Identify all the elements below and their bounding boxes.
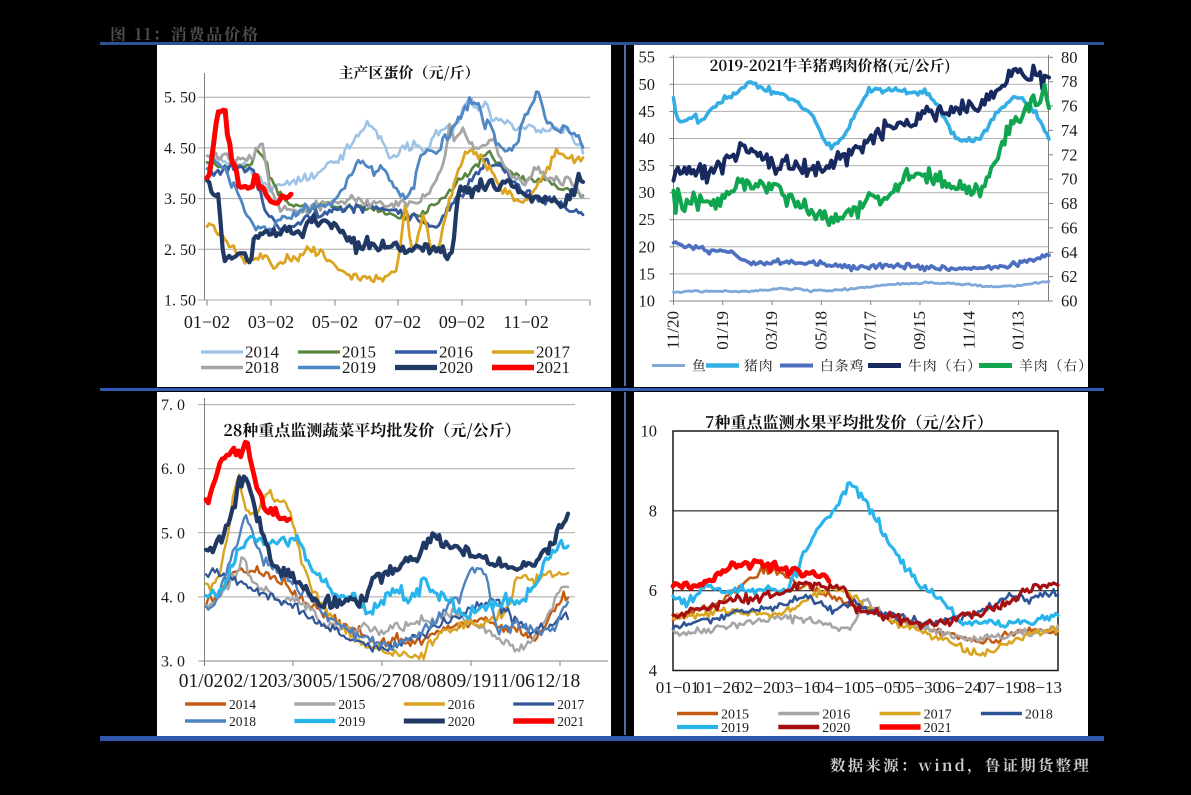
svg-text:02−20: 02−20: [736, 678, 780, 697]
svg-text:09−02: 09−02: [439, 312, 485, 332]
svg-text:06/27: 06/27: [357, 671, 402, 692]
svg-text:5. 0: 5. 0: [161, 525, 185, 542]
svg-text:07−02: 07−02: [375, 312, 421, 332]
svg-text:2014: 2014: [245, 343, 280, 362]
svg-text:03−02: 03−02: [248, 312, 294, 332]
svg-text:70: 70: [1061, 170, 1078, 189]
svg-text:3. 50: 3. 50: [164, 191, 196, 208]
svg-text:2018: 2018: [1025, 708, 1053, 723]
svg-text:6. 0: 6. 0: [161, 461, 185, 478]
svg-text:2020: 2020: [448, 714, 475, 729]
svg-text:11/06: 11/06: [491, 671, 535, 692]
svg-text:2016: 2016: [822, 708, 850, 723]
svg-text:01−01: 01−01: [656, 678, 700, 697]
svg-text:30: 30: [639, 183, 656, 202]
svg-text:01/02: 01/02: [179, 671, 223, 692]
svg-text:10: 10: [641, 422, 658, 441]
svg-text:45: 45: [639, 102, 656, 121]
svg-text:20: 20: [639, 237, 656, 256]
svg-text:60: 60: [1061, 292, 1078, 311]
svg-text:01−02: 01−02: [184, 312, 230, 332]
svg-text:74: 74: [1061, 121, 1078, 140]
svg-text:05/15: 05/15: [313, 671, 357, 692]
svg-text:2016: 2016: [448, 697, 475, 712]
svg-text:2015: 2015: [721, 708, 749, 723]
svg-text:08−13: 08−13: [1018, 678, 1062, 697]
svg-text:2014: 2014: [229, 697, 256, 712]
svg-text:05−02: 05−02: [312, 312, 358, 332]
svg-text:80: 80: [1061, 48, 1078, 67]
svg-text:2015: 2015: [338, 697, 365, 712]
svg-text:3. 0: 3. 0: [161, 654, 185, 671]
svg-text:50: 50: [639, 75, 656, 94]
svg-text:10: 10: [639, 292, 656, 311]
svg-text:01/19: 01/19: [713, 311, 732, 350]
svg-text:2017: 2017: [557, 697, 584, 712]
svg-text:68: 68: [1061, 194, 1078, 213]
svg-text:2016: 2016: [439, 343, 473, 362]
svg-text:09/15: 09/15: [910, 311, 929, 350]
svg-text:6: 6: [649, 581, 657, 600]
svg-text:4: 4: [649, 661, 657, 680]
svg-text:55: 55: [639, 48, 656, 67]
svg-text:06−24: 06−24: [938, 678, 982, 697]
svg-text:64: 64: [1061, 243, 1078, 262]
svg-text:15: 15: [639, 264, 656, 283]
svg-text:2020: 2020: [822, 721, 850, 736]
svg-text:11/14: 11/14: [959, 311, 978, 350]
svg-text:2019: 2019: [721, 721, 749, 736]
svg-text:11−02: 11−02: [503, 312, 548, 332]
svg-text:05/18: 05/18: [811, 311, 830, 350]
svg-text:40: 40: [639, 129, 656, 148]
svg-text:8: 8: [649, 501, 657, 520]
svg-text:2018: 2018: [245, 358, 279, 377]
svg-text:7. 0: 7. 0: [161, 397, 185, 414]
svg-text:76: 76: [1061, 97, 1078, 116]
svg-text:72: 72: [1061, 145, 1078, 164]
svg-text:09/19: 09/19: [447, 671, 491, 692]
svg-text:11/20: 11/20: [664, 311, 683, 349]
svg-text:78: 78: [1061, 72, 1078, 91]
svg-text:2. 50: 2. 50: [164, 242, 196, 259]
svg-text:66: 66: [1061, 218, 1078, 237]
svg-text:5. 50: 5. 50: [164, 90, 196, 107]
svg-text:12/18: 12/18: [536, 671, 580, 692]
svg-text:04−10: 04−10: [817, 678, 861, 697]
svg-text:08/08: 08/08: [402, 671, 446, 692]
svg-text:25: 25: [639, 210, 656, 229]
svg-text:03/30: 03/30: [268, 671, 312, 692]
svg-text:05−05: 05−05: [857, 678, 901, 697]
svg-text:02/12: 02/12: [224, 671, 268, 692]
svg-text:2019: 2019: [338, 714, 365, 729]
svg-text:1. 50: 1. 50: [164, 293, 196, 310]
svg-text:03/19: 03/19: [762, 311, 781, 350]
svg-text:2019: 2019: [342, 358, 376, 377]
svg-text:2021: 2021: [536, 358, 570, 377]
svg-text:35: 35: [639, 156, 656, 175]
svg-text:01−26: 01−26: [696, 678, 740, 697]
svg-text:07−19: 07−19: [978, 678, 1022, 697]
svg-text:03−16: 03−16: [777, 678, 821, 697]
svg-text:4. 50: 4. 50: [164, 140, 196, 157]
svg-text:4. 0: 4. 0: [161, 589, 185, 606]
svg-text:2021: 2021: [924, 721, 952, 736]
svg-text:01/13: 01/13: [1009, 311, 1028, 350]
svg-text:62: 62: [1061, 267, 1078, 286]
svg-text:2021: 2021: [557, 714, 584, 729]
svg-text:07/17: 07/17: [861, 311, 880, 350]
svg-text:2017: 2017: [536, 343, 571, 362]
svg-text:2017: 2017: [924, 708, 952, 723]
svg-text:2015: 2015: [342, 343, 376, 362]
svg-text:05−30: 05−30: [898, 678, 942, 697]
svg-text:2020: 2020: [439, 358, 473, 377]
svg-text:2018: 2018: [229, 714, 256, 729]
